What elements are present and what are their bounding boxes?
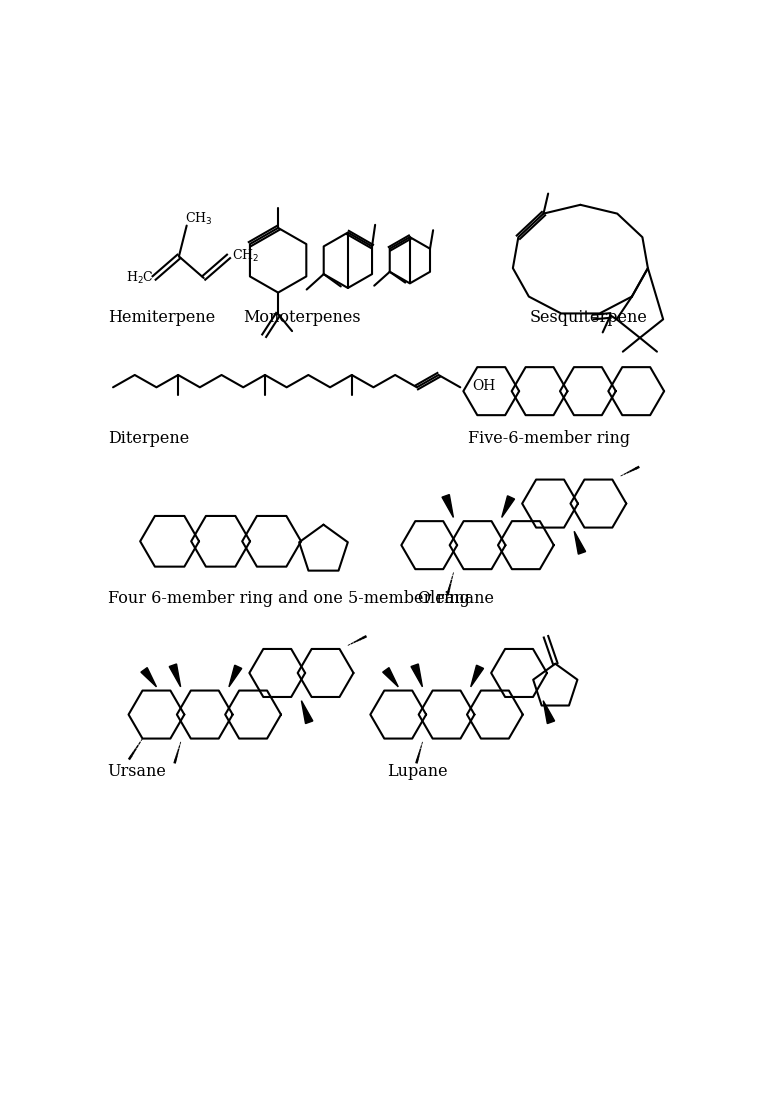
Polygon shape xyxy=(169,664,180,687)
Polygon shape xyxy=(301,700,313,724)
Polygon shape xyxy=(141,667,157,687)
Text: OH: OH xyxy=(472,379,496,393)
Text: Ursane: Ursane xyxy=(108,764,167,780)
Text: Five-6-member ring: Five-6-member ring xyxy=(468,430,630,446)
Text: Hemiterpene: Hemiterpene xyxy=(108,309,215,326)
Text: CH$_2$: CH$_2$ xyxy=(232,249,259,264)
Polygon shape xyxy=(229,665,242,687)
Text: CH$_3$: CH$_3$ xyxy=(185,211,213,228)
Text: Diterpene: Diterpene xyxy=(108,430,189,446)
Polygon shape xyxy=(502,496,515,517)
Text: H$_2$C: H$_2$C xyxy=(126,270,154,286)
Text: Oleanane: Oleanane xyxy=(418,589,495,607)
Text: Four 6-member ring and one 5-member ring: Four 6-member ring and one 5-member ring xyxy=(108,589,469,607)
Text: Sesquiterpene: Sesquiterpene xyxy=(530,309,648,326)
Polygon shape xyxy=(442,495,453,517)
Polygon shape xyxy=(411,664,422,687)
Text: Monoterpenes: Monoterpenes xyxy=(243,309,361,326)
Polygon shape xyxy=(574,532,586,554)
Polygon shape xyxy=(382,667,399,687)
Polygon shape xyxy=(471,665,484,687)
Text: Lupane: Lupane xyxy=(386,764,447,780)
Polygon shape xyxy=(543,700,554,724)
